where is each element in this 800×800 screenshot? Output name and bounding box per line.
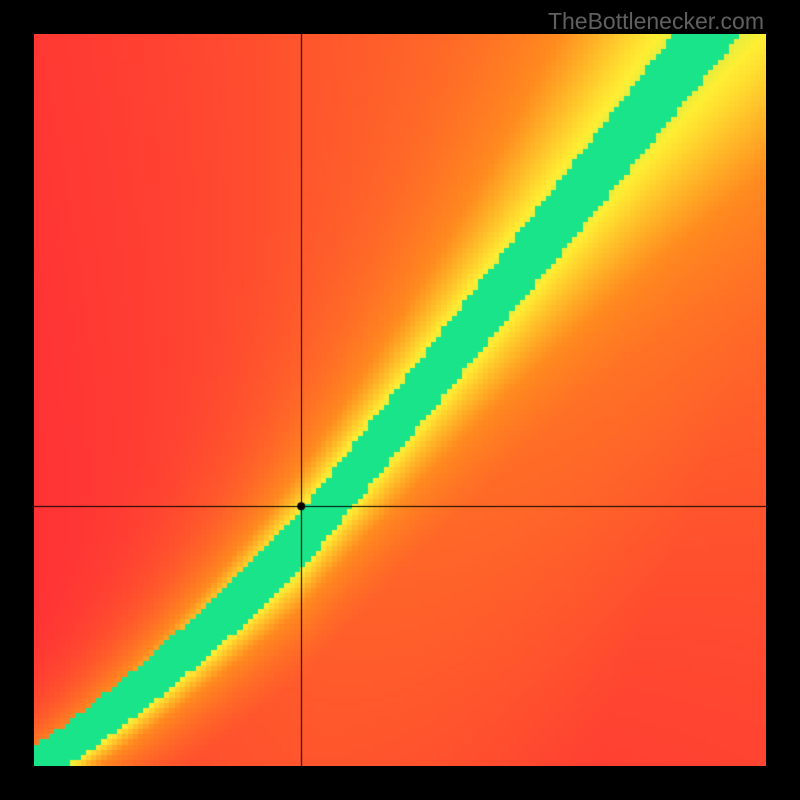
bottleneck-heatmap bbox=[34, 34, 766, 766]
watermark-text: TheBottlenecker.com bbox=[548, 8, 764, 35]
figure-stage: TheBottlenecker.com bbox=[0, 0, 800, 800]
